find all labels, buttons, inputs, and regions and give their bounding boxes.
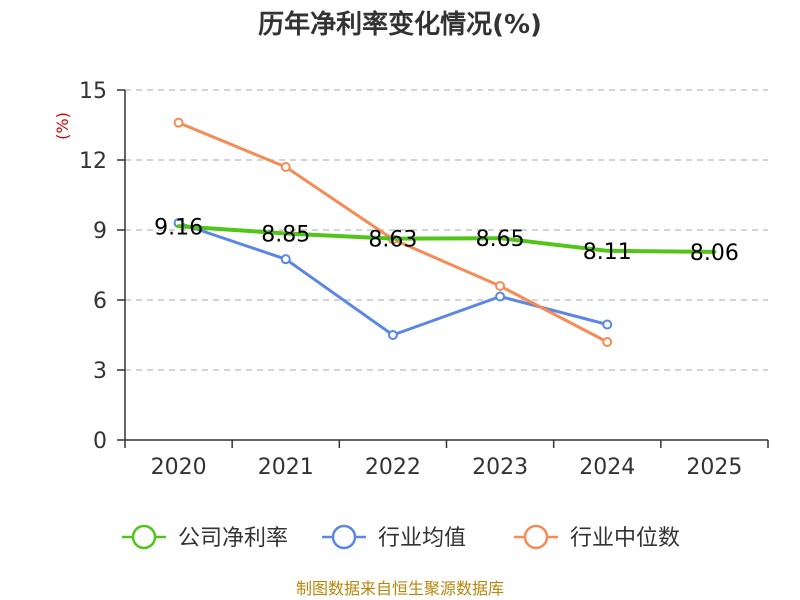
y-tick-label: 15 — [79, 79, 107, 104]
data-point — [602, 319, 613, 330]
x-tick-label: 2023 — [472, 455, 528, 480]
legend-marker — [331, 524, 357, 550]
data-point — [495, 281, 506, 291]
data-point — [602, 337, 613, 347]
axes: 0 3 6 9 12 15 2020 2021 2022 2023 2024 2025 — [79, 79, 769, 480]
legend-label: 行业中位数 — [570, 526, 680, 551]
x-tick-label: 2022 — [365, 455, 421, 480]
y-tick-label: 9 — [93, 219, 107, 244]
data-label: 8.06 — [690, 241, 739, 266]
y-tick-label: 12 — [79, 149, 107, 174]
data-label: 9.16 — [154, 215, 203, 240]
x-tick-label: 2024 — [579, 455, 635, 480]
data-point — [495, 291, 506, 302]
source-note: 制图数据来自恒生聚源数据库 — [296, 579, 504, 598]
series-lines — [173, 117, 717, 347]
data-point — [280, 254, 291, 265]
data-label: 8.11 — [583, 240, 632, 265]
data-point — [387, 330, 398, 340]
x-tick-label: 2020 — [151, 455, 207, 480]
legend-label: 行业均值 — [378, 526, 466, 551]
chart-title: 历年净利率变化情况(%) — [258, 9, 542, 40]
y-tick-label: 3 — [93, 359, 107, 384]
legend-marker — [523, 524, 549, 550]
data-labels: 9.16 8.85 8.63 8.65 8.11 8.06 — [154, 215, 739, 266]
data-label: 8.63 — [368, 228, 417, 253]
data-label: 8.65 — [476, 227, 525, 252]
x-tick-label: 2025 — [686, 455, 742, 480]
series-line — [176, 224, 717, 254]
data-label: 8.85 — [261, 223, 310, 248]
y-tick-label: 6 — [93, 289, 107, 314]
legend-label: 公司净利率 — [178, 526, 288, 551]
y-tick-label: 0 — [93, 429, 107, 454]
x-tick-label: 2021 — [258, 455, 314, 480]
legend-marker — [131, 524, 157, 550]
data-point — [280, 162, 291, 172]
gridlines — [125, 89, 768, 371]
legend: 公司净利率 行业均值 行业中位数 — [122, 524, 680, 551]
y-axis-unit-label: (%) — [53, 112, 72, 140]
data-point — [173, 117, 184, 128]
